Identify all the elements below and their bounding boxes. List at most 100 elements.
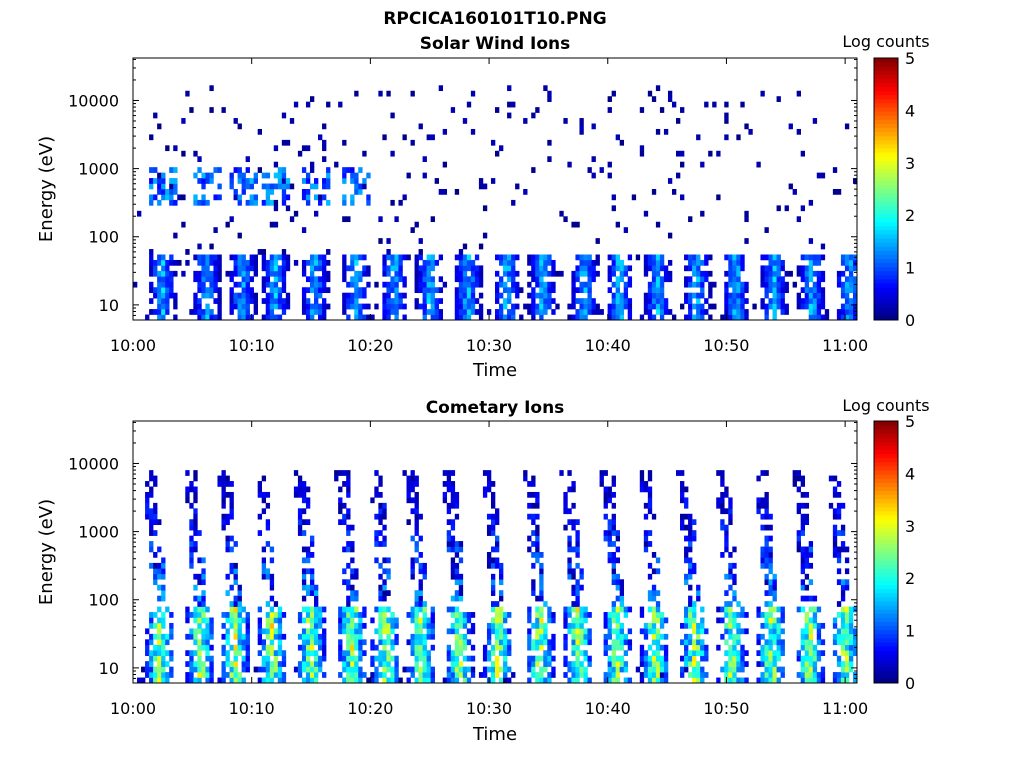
spectrogram-cell [796, 303, 801, 310]
spectrogram-cell [816, 650, 822, 657]
colorbar-frame [873, 57, 899, 321]
spectrogram-cell [462, 622, 468, 629]
spectrogram-cell [840, 628, 846, 635]
spectrogram-cell [342, 481, 347, 487]
spectrogram-cell [816, 314, 822, 321]
spectrogram-cell [201, 617, 206, 624]
spectrogram-cell [696, 298, 701, 304]
spectrogram-cell [499, 639, 504, 646]
spectrogram-cell [193, 546, 198, 553]
spectrogram-cell [696, 254, 701, 261]
spectrogram-cell [382, 535, 387, 542]
spectrogram-cell [647, 677, 653, 684]
spectrogram-cell [438, 85, 444, 92]
spectrogram-cell [390, 639, 395, 646]
spectrogram-cell [764, 644, 769, 651]
spectrogram-cell [205, 172, 210, 179]
spectrogram-cell [647, 265, 653, 272]
spectrogram-cell [531, 298, 536, 304]
spectrogram-cell [229, 502, 234, 509]
spectrogram-cell [257, 622, 263, 629]
spectrogram-cell [314, 194, 319, 201]
spectrogram-cell [165, 606, 170, 613]
spectrogram-cell [265, 491, 271, 498]
spectrogram-cell [209, 622, 214, 629]
colorbar-segment [874, 115, 898, 120]
spectrogram-cell [700, 314, 705, 321]
spectrogram-cell [575, 287, 580, 294]
spectrogram-cell [305, 633, 311, 640]
colorbar-segment [874, 295, 898, 300]
spectrogram-cell [422, 309, 427, 315]
spectrogram-cell [575, 650, 580, 657]
spectrogram-cell [273, 314, 279, 321]
spectrogram-cell [688, 254, 693, 261]
spectrogram-cell [808, 661, 814, 667]
spectrogram-cell [285, 298, 291, 304]
spectrogram-cell [314, 633, 319, 640]
spectrogram-cell [350, 617, 355, 624]
spectrogram-cell [486, 524, 492, 531]
spectrogram-cell [458, 590, 464, 596]
spectrogram-cell [314, 595, 319, 602]
spectrogram-cell [603, 622, 608, 629]
spectrogram-cell [241, 292, 246, 299]
spectrogram-cell [535, 661, 540, 667]
spectrogram-cell [394, 633, 399, 640]
spectrogram-cell [462, 254, 468, 261]
colorbar-tick-label: 4 [905, 101, 915, 120]
spectrogram-cell [422, 314, 427, 321]
spectrogram-cell [832, 524, 838, 531]
spectrogram-cell [539, 606, 544, 613]
spectrogram-cell [800, 524, 806, 531]
spectrogram-cell [571, 314, 576, 321]
colorbar-segment [874, 584, 898, 590]
spectrogram-cell [277, 644, 283, 651]
spectrogram-cell [390, 298, 395, 304]
spectrogram-cell [696, 265, 701, 272]
spectrogram-cell [201, 601, 206, 607]
spectrogram-cell [450, 557, 456, 564]
spectrogram-cell [237, 309, 242, 315]
spectrogram-cell [422, 270, 427, 277]
spectrogram-cell [269, 183, 275, 190]
spectrogram-cell [269, 677, 275, 684]
spectrogram-cell [780, 287, 785, 294]
spectrogram-cell [386, 292, 391, 299]
spectrogram-cell [676, 150, 681, 157]
colorbar-segment [874, 543, 898, 549]
spectrogram-cell [285, 292, 291, 299]
spectrogram-cell [704, 644, 709, 651]
spectrogram-cell [744, 216, 749, 223]
spectrogram-cell [261, 655, 267, 662]
spectrogram-cell [201, 292, 206, 299]
spectrogram-cell [575, 254, 580, 261]
spectrogram-cell [768, 677, 773, 684]
spectrogram-cell [611, 303, 616, 310]
spectrogram-cell [539, 562, 544, 569]
spectrogram-cell [607, 161, 612, 168]
spectrogram-cell [197, 270, 202, 277]
spectrogram-cell [840, 502, 846, 509]
spectrogram-cell [623, 281, 629, 288]
spectrogram-cell [265, 199, 271, 206]
spectrogram-cell [318, 666, 323, 673]
spectrogram-cell [297, 661, 303, 667]
spectrogram-cell [579, 128, 584, 135]
spectrogram-cell [840, 617, 846, 624]
spectrogram-cell [197, 606, 202, 613]
spectrogram-cell [780, 281, 785, 288]
spectrogram-cell [840, 303, 846, 310]
spectrogram-cell [575, 530, 580, 536]
spectrogram-cell [410, 557, 415, 564]
colorbar-segment [874, 152, 898, 157]
spectrogram-cell [495, 270, 500, 277]
spectrogram-cell [704, 309, 709, 315]
spectrogram-cell [507, 259, 512, 266]
spectrogram-cell [535, 541, 540, 547]
colorbar-segment [874, 111, 898, 116]
spectrogram-cell [643, 270, 649, 277]
spectrogram-cell [454, 303, 460, 310]
colorbar-segment [874, 205, 898, 210]
spectrogram-cell [269, 573, 275, 580]
